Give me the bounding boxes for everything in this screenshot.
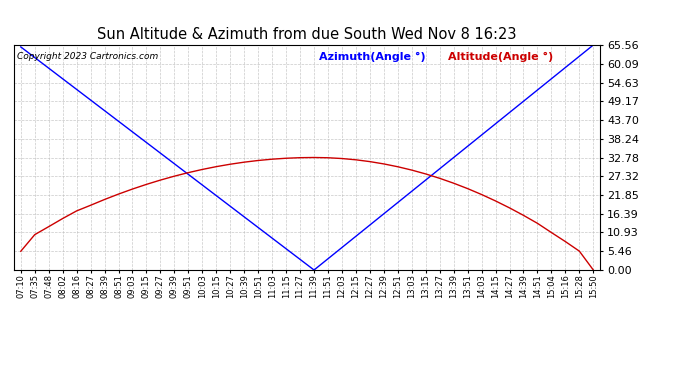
Text: Copyright 2023 Cartronics.com: Copyright 2023 Cartronics.com: [17, 52, 158, 61]
Text: Azimuth(Angle °): Azimuth(Angle °): [319, 52, 426, 62]
Title: Sun Altitude & Azimuth from due South Wed Nov 8 16:23: Sun Altitude & Azimuth from due South We…: [97, 27, 517, 42]
Text: Altitude(Angle °): Altitude(Angle °): [448, 52, 553, 62]
